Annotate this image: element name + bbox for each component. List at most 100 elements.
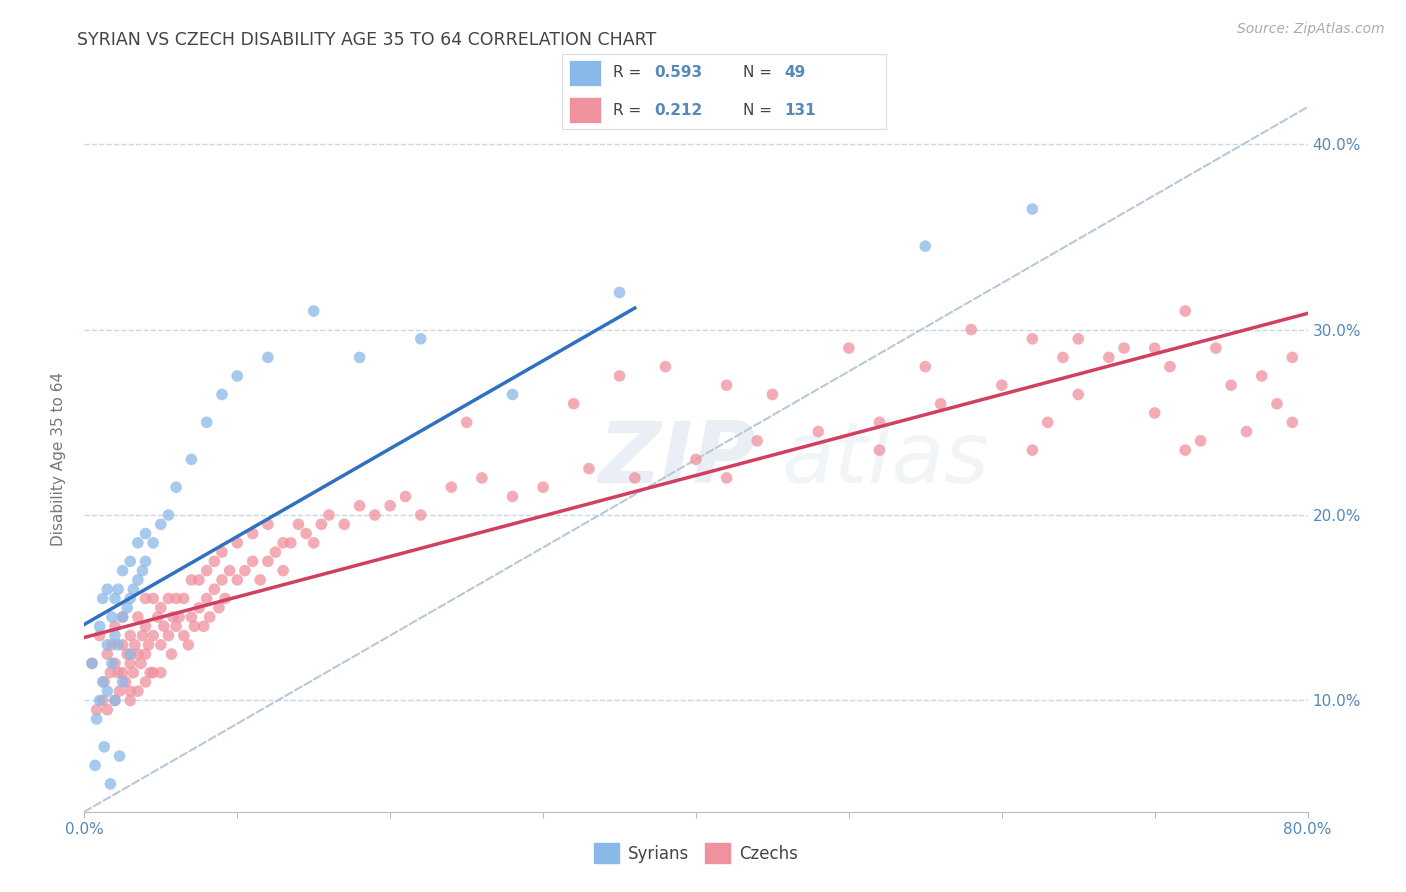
Point xyxy=(226,536,249,550)
Point xyxy=(761,387,783,401)
Text: 131: 131 xyxy=(785,103,815,118)
Point xyxy=(108,749,131,764)
Point xyxy=(135,554,157,568)
Point xyxy=(195,564,218,578)
Point xyxy=(211,545,233,559)
Point xyxy=(122,665,145,680)
Point xyxy=(149,638,172,652)
Point xyxy=(180,452,202,467)
Point xyxy=(1036,415,1059,429)
Point xyxy=(349,499,371,513)
Point xyxy=(807,425,830,439)
Point xyxy=(91,674,114,689)
Point xyxy=(502,490,524,504)
Point xyxy=(142,591,165,606)
Point xyxy=(96,582,118,597)
Point xyxy=(409,508,432,522)
Point xyxy=(96,703,118,717)
Point xyxy=(195,591,218,606)
Point xyxy=(165,480,187,494)
Point xyxy=(914,359,936,374)
Point xyxy=(991,378,1014,392)
Point xyxy=(226,368,249,383)
Point xyxy=(364,508,387,522)
Point xyxy=(111,610,134,624)
Point xyxy=(180,573,202,587)
Text: 49: 49 xyxy=(785,65,806,80)
Point xyxy=(271,564,294,578)
Point xyxy=(1021,332,1043,346)
Point xyxy=(104,619,127,633)
Point xyxy=(111,610,134,624)
Point xyxy=(111,564,134,578)
Point xyxy=(1189,434,1212,448)
Point xyxy=(89,619,111,633)
Point xyxy=(929,397,952,411)
Y-axis label: Disability Age 35 to 64: Disability Age 35 to 64 xyxy=(51,372,66,547)
Point xyxy=(257,351,280,365)
Point xyxy=(101,610,124,624)
Point xyxy=(93,674,115,689)
Point xyxy=(271,536,294,550)
Point xyxy=(138,638,160,652)
Point xyxy=(165,591,187,606)
Point xyxy=(202,554,225,568)
Text: Source: ZipAtlas.com: Source: ZipAtlas.com xyxy=(1237,22,1385,37)
Point xyxy=(131,628,153,642)
Point xyxy=(104,657,127,671)
Point xyxy=(302,536,325,550)
Point xyxy=(609,368,631,383)
Point xyxy=(80,657,103,671)
Point xyxy=(111,674,134,689)
Point xyxy=(1067,332,1090,346)
Point xyxy=(869,443,891,458)
Text: 0.593: 0.593 xyxy=(655,65,703,80)
Point xyxy=(280,536,302,550)
Point xyxy=(349,351,371,365)
Point xyxy=(302,304,325,318)
Point xyxy=(107,638,129,652)
Point xyxy=(456,415,478,429)
Point xyxy=(257,554,280,568)
Point xyxy=(135,619,157,633)
Point xyxy=(127,684,149,698)
Point xyxy=(165,619,187,633)
Point xyxy=(716,378,738,392)
Point xyxy=(127,536,149,550)
Point xyxy=(129,657,152,671)
Point xyxy=(242,554,264,568)
Text: SYRIAN VS CZECH DISABILITY AGE 35 TO 64 CORRELATION CHART: SYRIAN VS CZECH DISABILITY AGE 35 TO 64 … xyxy=(77,31,657,49)
Point xyxy=(1281,415,1303,429)
Point xyxy=(98,777,121,791)
Point xyxy=(295,526,318,541)
Point xyxy=(226,573,249,587)
Text: N =: N = xyxy=(744,103,778,118)
Point xyxy=(120,657,142,671)
Point xyxy=(124,638,146,652)
Point xyxy=(120,628,142,642)
Point xyxy=(91,693,114,707)
Point xyxy=(122,582,145,597)
Point xyxy=(162,610,184,624)
Point xyxy=(80,657,103,671)
Text: R =: R = xyxy=(613,65,645,80)
Point xyxy=(1159,359,1181,374)
Point xyxy=(233,564,256,578)
FancyBboxPatch shape xyxy=(569,96,602,123)
Text: N =: N = xyxy=(744,65,778,80)
Point xyxy=(1114,341,1136,355)
Point xyxy=(142,665,165,680)
Point xyxy=(120,554,142,568)
Point xyxy=(1052,351,1074,365)
Point xyxy=(1143,341,1166,355)
Point xyxy=(120,684,142,698)
Point xyxy=(333,517,356,532)
Point xyxy=(115,647,138,661)
Point xyxy=(108,684,131,698)
Point xyxy=(188,600,211,615)
Point xyxy=(1281,351,1303,365)
Point xyxy=(89,628,111,642)
Point xyxy=(135,591,157,606)
Point xyxy=(624,471,647,485)
Point xyxy=(173,591,195,606)
